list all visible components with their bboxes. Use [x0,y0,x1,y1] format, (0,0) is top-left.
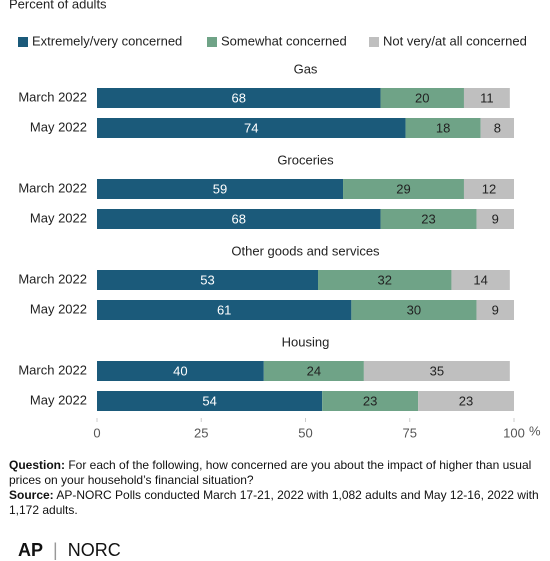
bar-segment [380,209,477,229]
logos: AP | NORC [18,540,121,561]
y-tick-label: May 2022 [30,301,87,316]
bar-segment [480,118,514,138]
bar-segment [476,209,514,229]
data-label: 8 [494,120,501,135]
bar-segment [351,300,477,320]
group-label: Other goods and services [231,243,380,258]
data-label: 9 [492,211,499,226]
data-label: 20 [415,90,429,105]
source-text: AP-NORC Polls conducted March 17-21, 202… [9,488,539,517]
y-tick-label: May 2022 [30,210,87,225]
question-label: Question: [9,458,65,472]
bar-segment [97,118,406,138]
data-label: 18 [436,120,450,135]
legend-label: Not very/at all concerned [383,33,527,48]
x-tick-label: 25 [194,425,208,440]
data-label: 14 [473,272,487,287]
y-tick-label: March 2022 [18,362,87,377]
data-label: 40 [173,363,187,378]
bar-segment [418,391,514,411]
logo: AP [18,540,44,560]
bar-segment [97,88,381,108]
logo: NORC [67,540,121,560]
data-label: 9 [492,302,499,317]
source: Source: AP-NORC Polls conducted March 17… [9,488,539,518]
data-label: 35 [430,363,444,378]
data-label: 29 [396,181,410,196]
data-label: 32 [377,272,391,287]
legend-label: Somewhat concerned [221,33,347,48]
bar-segment [322,391,419,411]
data-label: 59 [213,181,227,196]
y-tick-label: May 2022 [30,392,87,407]
question: Question: For each of the following, how… [9,458,539,488]
x-unit: % [529,423,541,438]
y-tick-label: March 2022 [18,271,87,286]
bar-segment [97,179,344,199]
footnote: Question: For each of the following, how… [9,458,539,518]
bar-segment [263,361,364,381]
data-label: 12 [482,181,496,196]
chart: Percent of adults Extremely/very concern… [9,0,541,440]
bar-segment [343,179,464,199]
data-label: 53 [200,272,214,287]
logo-divider: | [53,540,58,560]
y-tick-label: May 2022 [30,119,87,134]
data-label: 24 [307,363,321,378]
data-label: 54 [202,393,216,408]
data-label: 23 [363,393,377,408]
bar-segment [463,88,510,108]
data-label: 68 [232,90,246,105]
data-label: 61 [217,302,231,317]
legend-swatch [207,37,217,47]
y-tick-label: March 2022 [18,89,87,104]
group-label: Groceries [277,152,334,167]
bar-segment [97,270,319,290]
bar-segment [463,179,514,199]
bar-segment [318,270,452,290]
legend-label: Extremely/very concerned [32,33,182,48]
group-label: Gas [294,61,318,76]
data-label: 11 [480,90,494,105]
legend-swatch [369,37,379,47]
bar-segment [380,88,464,108]
data-label: 68 [232,211,246,226]
bar-segment [405,118,481,138]
x-tick-label: 0 [93,425,100,440]
x-tick-label: 100 [503,425,525,440]
data-label: 23 [421,211,435,226]
group-label: Housing [282,334,330,349]
bar-segment [97,209,381,229]
question-text: For each of the following, how concerned… [9,458,532,487]
bar-segment [97,391,323,411]
legend-swatch [18,37,28,47]
y-tick-label: March 2022 [18,180,87,195]
bar-segment [476,300,514,320]
bar-segment [97,300,352,320]
x-tick-label: 75 [403,425,417,440]
data-label: 23 [459,393,473,408]
bar-segment [363,361,510,381]
x-tick-label: 50 [298,425,312,440]
chart-subtitle: Percent of adults [9,0,107,11]
bar-segment [97,361,264,381]
data-label: 74 [244,120,258,135]
source-label: Source: [9,488,54,502]
data-label: 30 [407,302,421,317]
bar-segment [451,270,510,290]
